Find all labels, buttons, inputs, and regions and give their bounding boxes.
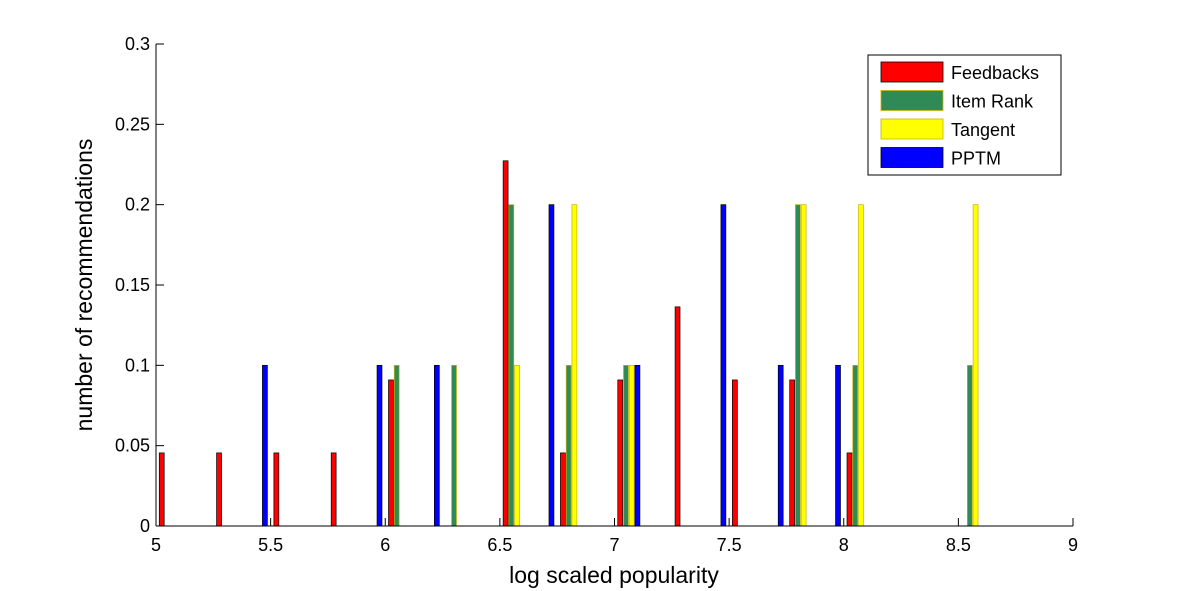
- legend-label-pptm: PPTM: [951, 149, 1001, 169]
- x-tick-label-6: 8: [839, 535, 849, 555]
- y-tick-label-6: 0.3: [125, 34, 150, 54]
- bar-feedbacks-20: [732, 379, 738, 527]
- bar-pptm-21: [777, 364, 784, 527]
- bar-pptm-16: [634, 364, 641, 527]
- bar-item-rank-12: [508, 204, 515, 527]
- bar-feedbacks-0: [158, 452, 165, 527]
- bar-item-rank-22: [795, 204, 801, 527]
- bar-pptm-23: [835, 364, 841, 527]
- y-tick-label-4: 0.2: [125, 195, 150, 215]
- x-tick-label-8: 9: [1068, 535, 1078, 555]
- x-axis-title: log scaled popularity: [509, 562, 719, 588]
- bar-feedbacks-14: [560, 452, 566, 527]
- bar-feedbacks-22: [789, 379, 795, 527]
- bar-feedbacks-12: [502, 160, 509, 527]
- bar-feedbacks-2: [216, 452, 222, 527]
- legend-label-item-rank: Item Rank: [951, 92, 1034, 112]
- axes-layer: 5 5.5 6 6.5 7 7.5 8 8.5 9 0 0.05 0.1 0.15 0.2 0.25 0.3: [115, 34, 1078, 555]
- x-tick-label-1: 5.5: [258, 535, 283, 555]
- legend-swatch-item-rank: [880, 90, 944, 111]
- bar-tangent-22: [800, 204, 807, 527]
- bar-item-rank-10: [451, 364, 457, 527]
- x-tick-label-3: 6.5: [487, 535, 512, 555]
- bar-pptm-19: [720, 204, 727, 527]
- bar-feedbacks-6: [330, 452, 337, 527]
- bar-feedbacks-4: [273, 452, 280, 527]
- y-tick-label-5: 0.25: [115, 114, 150, 134]
- bar-tangent-14: [571, 204, 578, 527]
- bar-item-rank-14: [565, 364, 572, 527]
- bar-pptm-7: [376, 364, 383, 527]
- legend-swatch-tangent: [880, 118, 944, 140]
- bar-item-rank-16: [623, 364, 629, 527]
- bar-item-rank-28: [967, 364, 973, 527]
- bar-item-rank-24: [852, 364, 859, 527]
- bar-feedbacks-8: [388, 379, 394, 527]
- legend-label-tangent: Tangent: [951, 120, 1015, 140]
- bar-pptm-3: [262, 364, 268, 527]
- legend-swatch-feedbacks: [880, 61, 944, 83]
- legend-swatch-pptm: [880, 147, 944, 168]
- x-tick-label-5: 7.5: [717, 535, 742, 555]
- x-tick-label-7: 8.5: [946, 535, 971, 555]
- bars-layer: [158, 160, 979, 527]
- bar-tangent-28: [972, 204, 979, 527]
- y-tick-label-2: 0.1: [125, 355, 150, 375]
- y-tick-label-3: 0.15: [115, 275, 150, 295]
- y-axis-title: number of recommendations: [71, 139, 97, 432]
- bar-pptm-13: [548, 204, 555, 527]
- bar-item-rank-8: [393, 364, 400, 527]
- bar-feedbacks-16: [617, 379, 624, 527]
- legend-label-feedbacks: Feedbacks: [951, 63, 1039, 83]
- bar-pptm-9: [434, 364, 440, 527]
- x-tick-label-0: 5: [151, 535, 161, 555]
- bar-tangent-12: [514, 364, 520, 527]
- y-tick-label-0: 0: [140, 516, 150, 536]
- legend: Feedbacks Item Rank Tangent PPTM: [867, 54, 1062, 176]
- x-tick-label-2: 6: [380, 535, 390, 555]
- x-tick-label-4: 7: [609, 535, 619, 555]
- bar-tangent-24: [858, 204, 864, 527]
- bar-tangent-16: [628, 364, 635, 527]
- y-tick-label-1: 0.05: [115, 436, 150, 456]
- bar-feedbacks-24: [846, 452, 853, 527]
- bar-feedbacks-18: [674, 306, 681, 527]
